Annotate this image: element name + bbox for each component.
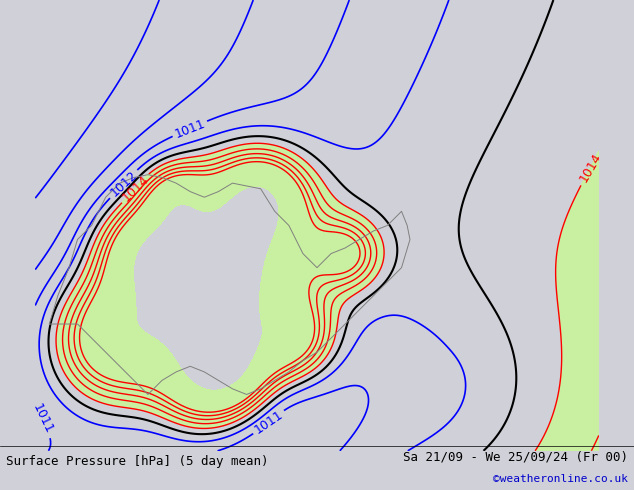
Text: 1014: 1014 — [119, 172, 151, 204]
Text: 1011: 1011 — [252, 408, 285, 437]
Text: Sa 21/09 - We 25/09/24 (Fr 00): Sa 21/09 - We 25/09/24 (Fr 00) — [403, 450, 628, 464]
Text: 1011: 1011 — [30, 402, 55, 436]
Text: ©weatheronline.co.uk: ©weatheronline.co.uk — [493, 474, 628, 484]
Text: 1014: 1014 — [577, 150, 604, 184]
Text: 1011: 1011 — [172, 117, 207, 141]
Text: Surface Pressure [hPa] (5 day mean): Surface Pressure [hPa] (5 day mean) — [6, 455, 269, 468]
Text: 1012: 1012 — [108, 169, 139, 199]
